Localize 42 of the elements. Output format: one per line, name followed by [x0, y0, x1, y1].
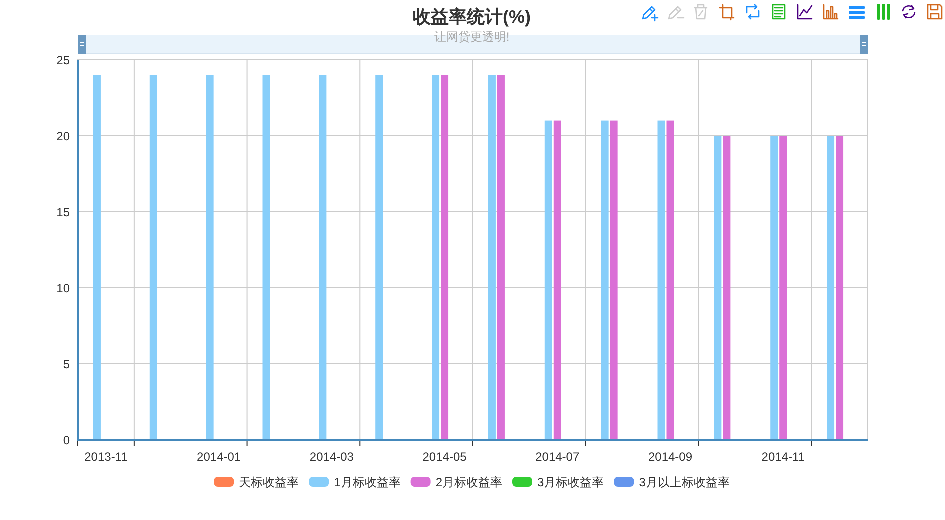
x-tick-label: 2013-11	[84, 450, 128, 464]
bar	[658, 120, 666, 440]
chart-subtitle: 让网贷更透明!	[434, 30, 510, 44]
y-tick-label: 20	[56, 130, 70, 144]
x-tick-label: 2014-09	[648, 450, 693, 464]
bar	[544, 120, 552, 440]
bar	[93, 75, 101, 440]
legend-label: 3月以上标收益率	[639, 476, 730, 490]
y-tick-label: 25	[56, 54, 70, 68]
chart-title: 收益率统计(%)	[413, 7, 531, 27]
bar	[714, 136, 722, 440]
bar	[610, 120, 618, 440]
bar	[206, 75, 214, 440]
bar	[376, 75, 384, 440]
y-tick-label: 5	[63, 358, 70, 372]
legend-label: 天标收益率	[239, 476, 300, 490]
x-tick-label: 2014-11	[762, 450, 806, 464]
x-tick-label: 2014-03	[310, 450, 354, 464]
bar	[432, 75, 440, 440]
bar	[441, 75, 449, 440]
bar	[150, 75, 158, 440]
bar	[836, 136, 844, 440]
bar	[262, 75, 270, 440]
legend-label: 3月标收益率	[538, 476, 604, 490]
y-tick-label: 0	[63, 434, 70, 448]
x-tick-label: 2014-05	[422, 450, 468, 464]
bar	[319, 75, 327, 440]
bar	[488, 75, 496, 440]
bar	[770, 136, 778, 440]
legend-label: 1月标收益率	[334, 476, 401, 490]
bar	[827, 136, 835, 440]
bar	[780, 136, 788, 440]
x-tick-label: 2014-07	[536, 450, 580, 464]
bar	[497, 75, 505, 440]
bar	[601, 120, 609, 440]
y-tick-label: 15	[56, 206, 70, 220]
x-tick-label: 2014-01	[197, 450, 242, 464]
bar	[666, 120, 674, 440]
bar	[554, 120, 562, 440]
legend-label: 2月标收益率	[436, 476, 502, 490]
bar	[723, 136, 731, 440]
y-tick-label: 10	[56, 282, 70, 296]
